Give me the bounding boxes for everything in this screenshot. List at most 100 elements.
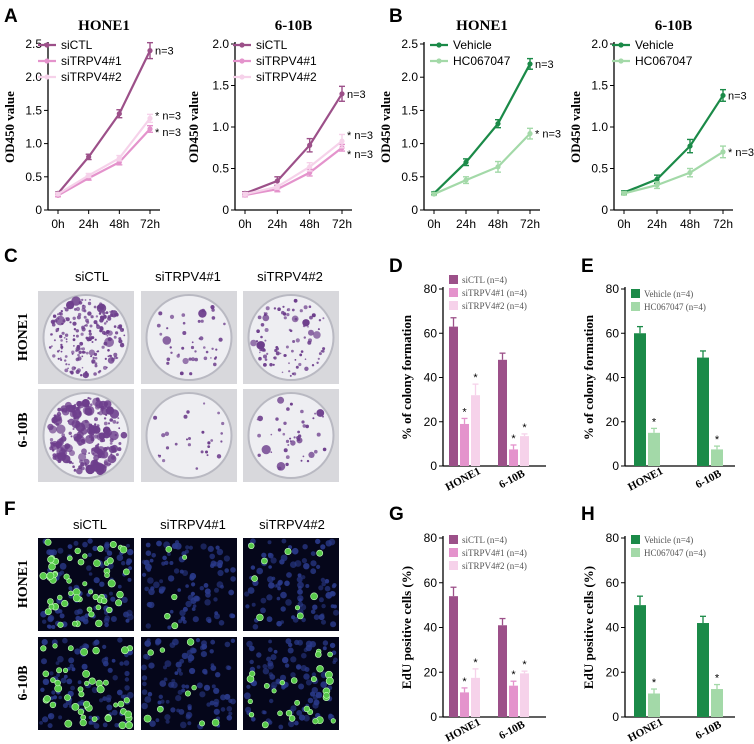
dapi-nucleus (119, 661, 124, 666)
colony (72, 321, 77, 326)
colony (72, 428, 75, 430)
colony (290, 440, 296, 446)
dapi-nucleus (126, 558, 133, 564)
colony (50, 333, 53, 336)
data-point (495, 164, 501, 170)
colony-plate (38, 291, 134, 384)
colony (85, 324, 88, 327)
dapi-nucleus (273, 649, 278, 654)
colony (96, 303, 107, 313)
dapi-nucleus (148, 662, 155, 669)
dapi-nucleus (203, 684, 211, 691)
colony (210, 305, 215, 310)
dapi-nucleus (145, 542, 151, 548)
y-tick-label: 40 (424, 621, 438, 635)
colony (78, 348, 81, 350)
dapi-nucleus (167, 625, 172, 630)
dapi-nucleus (209, 553, 215, 560)
colony (103, 341, 108, 346)
bar (471, 395, 480, 466)
colony (270, 433, 273, 436)
significance-star: * (715, 434, 720, 446)
colony (113, 335, 117, 339)
colony (68, 363, 70, 366)
colony (293, 436, 296, 439)
colony (169, 314, 175, 319)
dapi-nucleus (47, 616, 54, 623)
dapi-nucleus (320, 544, 326, 550)
colony (94, 338, 97, 341)
colony (223, 322, 226, 326)
colony (56, 350, 60, 353)
bar (520, 673, 529, 717)
colony (52, 314, 57, 318)
dapi-nucleus (296, 710, 303, 716)
y-tick-label: 60 (424, 576, 438, 590)
colony (93, 305, 97, 309)
dapi-nucleus (307, 697, 314, 704)
dapi-nucleus (300, 665, 307, 672)
dapi-nucleus (230, 638, 236, 643)
colony (206, 454, 209, 457)
dapi-nucleus (301, 575, 306, 580)
edu-nucleus (63, 573, 70, 580)
colony (322, 317, 325, 320)
colony (112, 447, 117, 452)
panel-letter-g: G (389, 504, 404, 525)
colony (75, 329, 80, 333)
dapi-nucleus (181, 688, 186, 693)
colony (71, 296, 81, 306)
y-tick-label: 20 (606, 665, 620, 679)
dapi-nucleus (245, 706, 252, 713)
dapi-nucleus (74, 609, 80, 616)
edu-nucleus (57, 621, 64, 628)
colony (166, 361, 170, 365)
colony (74, 403, 77, 406)
dapi-nucleus (161, 561, 166, 566)
colony (91, 436, 95, 440)
dapi-nucleus (68, 586, 73, 591)
dapi-nucleus (74, 648, 81, 655)
dapi-nucleus (102, 696, 107, 701)
colony (269, 363, 273, 367)
y-tick-label: 0 (222, 203, 229, 217)
colony (54, 319, 58, 323)
y-tick-label: 1.0 (212, 120, 229, 134)
legend-swatch (631, 302, 640, 311)
series-annotation: n=3 (347, 89, 366, 101)
colony (299, 353, 303, 357)
dapi-nucleus (86, 565, 92, 571)
series-annotation: * n=3 (347, 149, 373, 161)
colony (67, 420, 70, 423)
dapi-nucleus (88, 715, 93, 720)
colony (57, 407, 62, 412)
edu-nucleus (312, 718, 319, 725)
dapi-nucleus (164, 714, 171, 721)
colony (56, 411, 62, 417)
y-tick-label: 40 (606, 371, 620, 385)
bar (648, 432, 660, 466)
dapi-nucleus (179, 658, 185, 664)
colony (94, 417, 98, 422)
edu-nucleus (191, 684, 197, 691)
colony (182, 331, 187, 335)
colony (60, 343, 63, 347)
dapi-nucleus (75, 615, 81, 621)
dapi-nucleus (185, 600, 192, 608)
dapi-nucleus (125, 618, 130, 623)
dapi-nucleus (313, 614, 320, 620)
dapi-nucleus (324, 579, 330, 584)
dapi-nucleus (223, 555, 230, 562)
edu-image (243, 637, 339, 730)
dapi-nucleus (230, 567, 236, 573)
dapi-nucleus (169, 609, 174, 614)
colony (109, 418, 113, 422)
y-tick-label: 0 (430, 710, 437, 724)
legend-marker (239, 42, 245, 48)
edu-nucleus (52, 643, 58, 649)
y-tick-label: 2.0 (401, 70, 418, 84)
series-annotation: n=3 (728, 90, 747, 102)
dapi-nucleus (171, 681, 178, 689)
legend-label: HC067047 (n=4) (644, 548, 706, 558)
colony (201, 308, 205, 313)
